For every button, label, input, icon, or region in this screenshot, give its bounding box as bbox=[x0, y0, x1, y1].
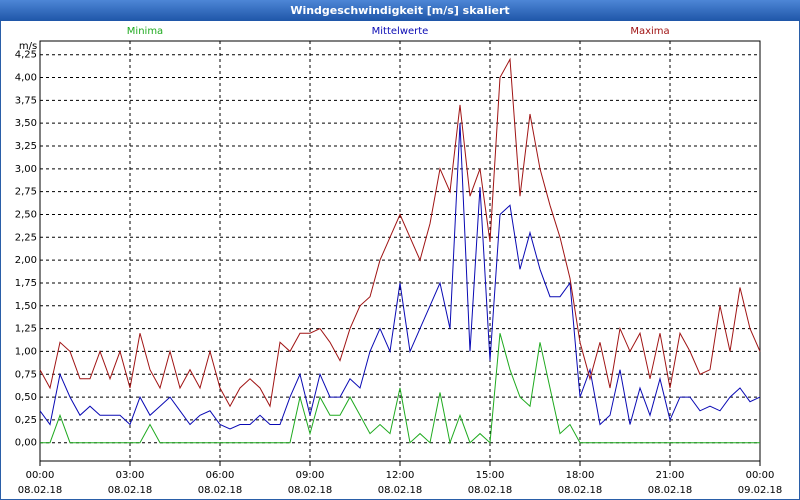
x-tick-label: 00:00 bbox=[746, 470, 775, 481]
y-axis-label: m/s bbox=[19, 41, 37, 52]
y-tick-label: 0,00 bbox=[15, 438, 37, 449]
x-tick-date: 08.02.18 bbox=[468, 485, 513, 496]
y-tick-label: 1,50 bbox=[15, 301, 37, 312]
series-line bbox=[40, 333, 760, 445]
y-tick-label: 1,25 bbox=[15, 324, 37, 335]
y-tick-label: 0,75 bbox=[15, 369, 37, 380]
y-tick-label: 2,00 bbox=[15, 255, 37, 266]
y-tick-label: 0,25 bbox=[15, 415, 37, 426]
chart-title: Windgeschwindigkeit [m/s] skaliert bbox=[290, 4, 509, 17]
y-tick-label: 3,50 bbox=[15, 118, 37, 129]
x-tick-label: 00:00 bbox=[26, 470, 55, 481]
legend-label: Minima bbox=[127, 26, 163, 37]
y-tick-label: 1,75 bbox=[15, 278, 37, 289]
x-tick-label: 18:00 bbox=[566, 470, 595, 481]
y-tick-label: 0,50 bbox=[15, 392, 37, 403]
series-line bbox=[39, 123, 761, 430]
x-tick-label: 12:00 bbox=[386, 470, 415, 481]
x-tick-date: 08.02.18 bbox=[378, 485, 423, 496]
x-tick-label: 15:00 bbox=[476, 470, 505, 481]
legend-label: Maxima bbox=[630, 26, 669, 37]
x-tick-label: 21:00 bbox=[656, 470, 685, 481]
x-tick-date: 08.02.18 bbox=[18, 485, 63, 496]
series-line bbox=[39, 57, 761, 408]
x-tick-label: 06:00 bbox=[206, 470, 235, 481]
x-tick-date: 08.02.18 bbox=[108, 485, 153, 496]
x-tick-date: 08.02.18 bbox=[558, 485, 603, 496]
y-tick-label: 3,00 bbox=[15, 164, 37, 175]
y-tick-label: 3,75 bbox=[15, 95, 37, 106]
y-tick-label: 4,00 bbox=[15, 73, 37, 84]
y-tick-label: 3,25 bbox=[15, 141, 37, 152]
y-tick-label: 2,50 bbox=[15, 209, 37, 220]
x-tick-date: 09.02.18 bbox=[738, 485, 783, 496]
x-tick-date: 08.02.18 bbox=[648, 485, 693, 496]
x-tick-date: 08.02.18 bbox=[198, 485, 243, 496]
title-bar bbox=[0, 0, 800, 21]
y-tick-label: 4,25 bbox=[15, 50, 37, 61]
x-tick-label: 03:00 bbox=[116, 470, 145, 481]
legend-label: Mittelwerte bbox=[372, 26, 429, 37]
y-tick-label: 2,75 bbox=[15, 187, 37, 198]
y-tick-label: 1,00 bbox=[15, 346, 37, 357]
x-tick-date: 08.02.18 bbox=[288, 485, 333, 496]
y-tick-label: 2,25 bbox=[15, 232, 37, 243]
x-tick-label: 09:00 bbox=[296, 470, 325, 481]
